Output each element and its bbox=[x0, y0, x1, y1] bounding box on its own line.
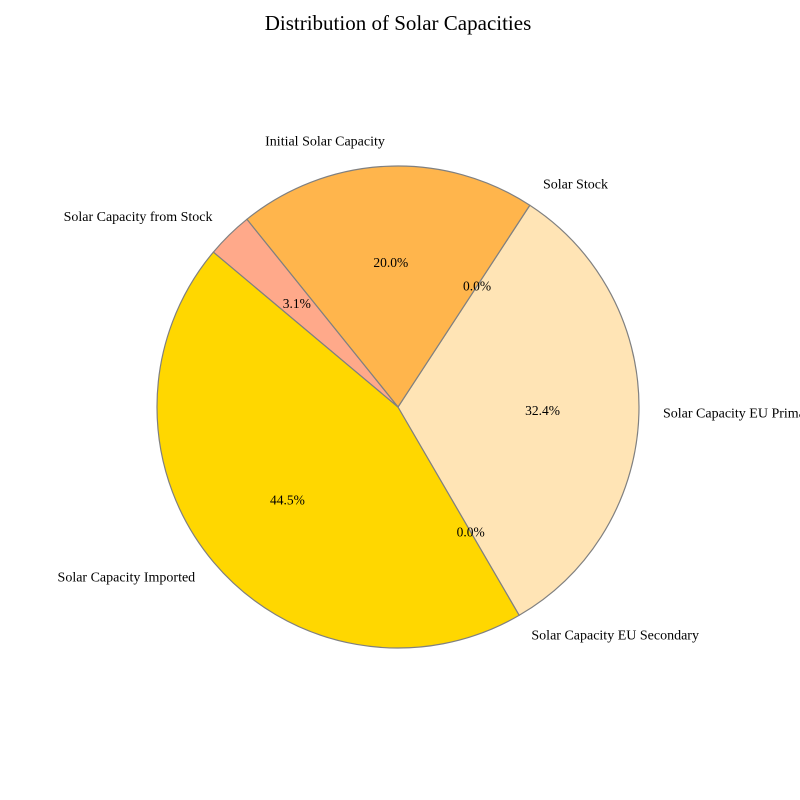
slice-pct-solar-capacity-imported: 44.5% bbox=[270, 493, 305, 508]
slice-label-initial-solar-capacity: Initial Solar Capacity bbox=[265, 135, 385, 150]
pie-labels: Solar Capacity Imported 44.5% Solar Capaci… bbox=[58, 135, 800, 644]
slice-solar-capacity-from-stock bbox=[212, 218, 399, 408]
slice-label-solar-capacity-from-stock: Solar Capacity from Stock bbox=[64, 210, 213, 225]
slice-pct-solar-capacity-eu-primary: 32.4% bbox=[525, 403, 560, 418]
slice-pct-solar-capacity-from-stock: 3.1% bbox=[283, 296, 311, 311]
slice-label-solar-capacity-eu-primary: Solar Capacity EU Primary bbox=[663, 406, 800, 421]
slice-solar-capacity-imported bbox=[156, 251, 520, 649]
slice-pct-solar-capacity-eu-secondary: 0.0% bbox=[457, 525, 485, 540]
slice-label-solar-stock: Solar Stock bbox=[543, 178, 608, 193]
pie-slices bbox=[156, 165, 640, 649]
slice-solar-capacity-eu-primary bbox=[397, 204, 640, 616]
slice-label-solar-capacity-eu-secondary: Solar Capacity EU Secondary bbox=[531, 629, 699, 644]
slice-pct-solar-stock: 0.0% bbox=[463, 278, 491, 293]
slice-initial-solar-capacity bbox=[246, 165, 531, 408]
slice-label-solar-capacity-imported: Solar Capacity Imported bbox=[58, 570, 196, 585]
chart-title: Distribution of Solar Capacities bbox=[265, 11, 532, 35]
slice-pct-initial-solar-capacity: 20.0% bbox=[373, 255, 408, 270]
